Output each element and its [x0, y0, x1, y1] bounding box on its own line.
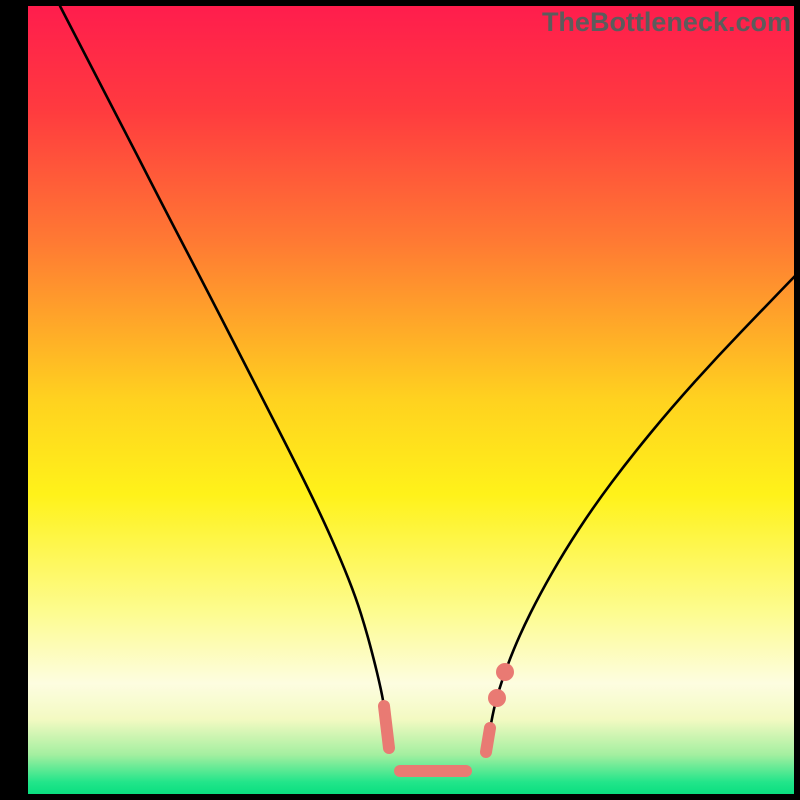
watermark-text: TheBottleneck.com	[542, 7, 791, 38]
gradient-plot-area	[28, 6, 794, 794]
chart-canvas: TheBottleneck.com	[0, 0, 800, 800]
